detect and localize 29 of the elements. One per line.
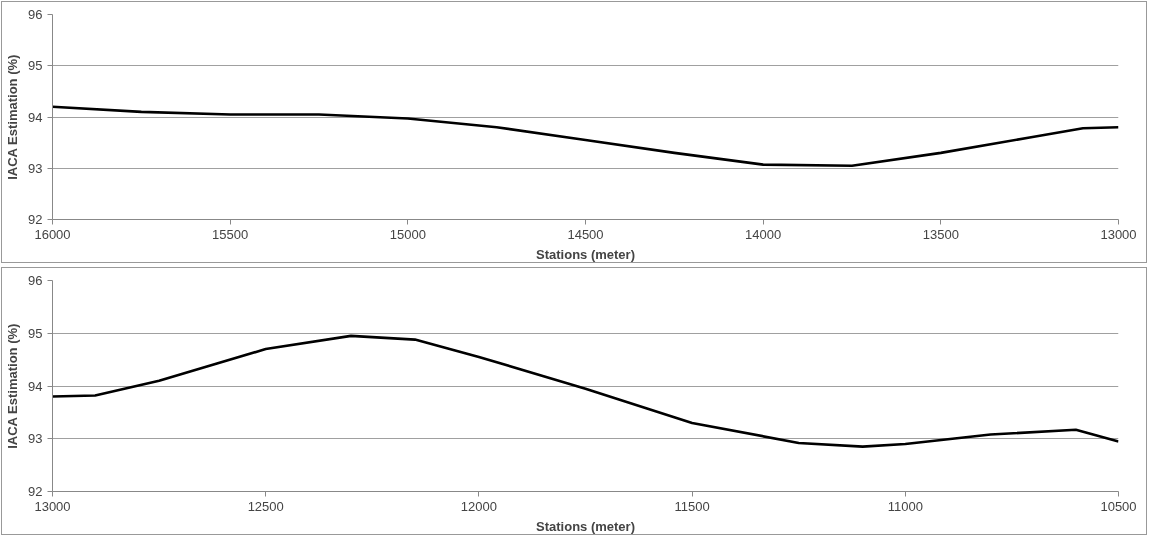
x-tick-label: 14500 <box>567 226 604 242</box>
x-tick-label: 11000 <box>887 498 923 514</box>
x-tick-label: 11500 <box>674 498 710 514</box>
y-tick-label: 96 <box>28 273 43 288</box>
y-tick-label: 93 <box>28 160 43 176</box>
y-tick-label: 92 <box>28 212 43 227</box>
x-tick-label: 12500 <box>247 498 284 514</box>
y-tick-label: 93 <box>28 431 43 447</box>
y-tick-label: 95 <box>28 325 43 341</box>
x-tick-label: 13500 <box>922 226 959 242</box>
x-axis-title: Stations (meter) <box>536 246 635 262</box>
y-axis-title: IACA Estimation (%) <box>5 323 21 449</box>
y-tick-label: 92 <box>28 484 43 499</box>
x-tick-label: 13000 <box>34 498 71 514</box>
x-tick-label: 12000 <box>460 498 497 514</box>
x-tick-label: 13000 <box>1100 226 1137 242</box>
x-axis-title: Stations (meter) <box>536 518 635 534</box>
y-axis-title: IACA Estimation (%) <box>5 54 21 180</box>
x-tick-label: 14000 <box>745 226 782 242</box>
y-tick-label: 95 <box>28 58 43 74</box>
x-tick-label: 10500 <box>1100 498 1137 514</box>
y-tick-label: 94 <box>28 109 43 125</box>
y-tick-label: 94 <box>28 378 43 394</box>
x-tick-label: 16000 <box>34 226 71 242</box>
line-series <box>52 105 1119 167</box>
line-series <box>52 334 1119 448</box>
x-tick-label: 15000 <box>389 226 426 242</box>
x-tick-label: 15500 <box>212 226 249 242</box>
y-tick-label: 96 <box>28 7 43 22</box>
